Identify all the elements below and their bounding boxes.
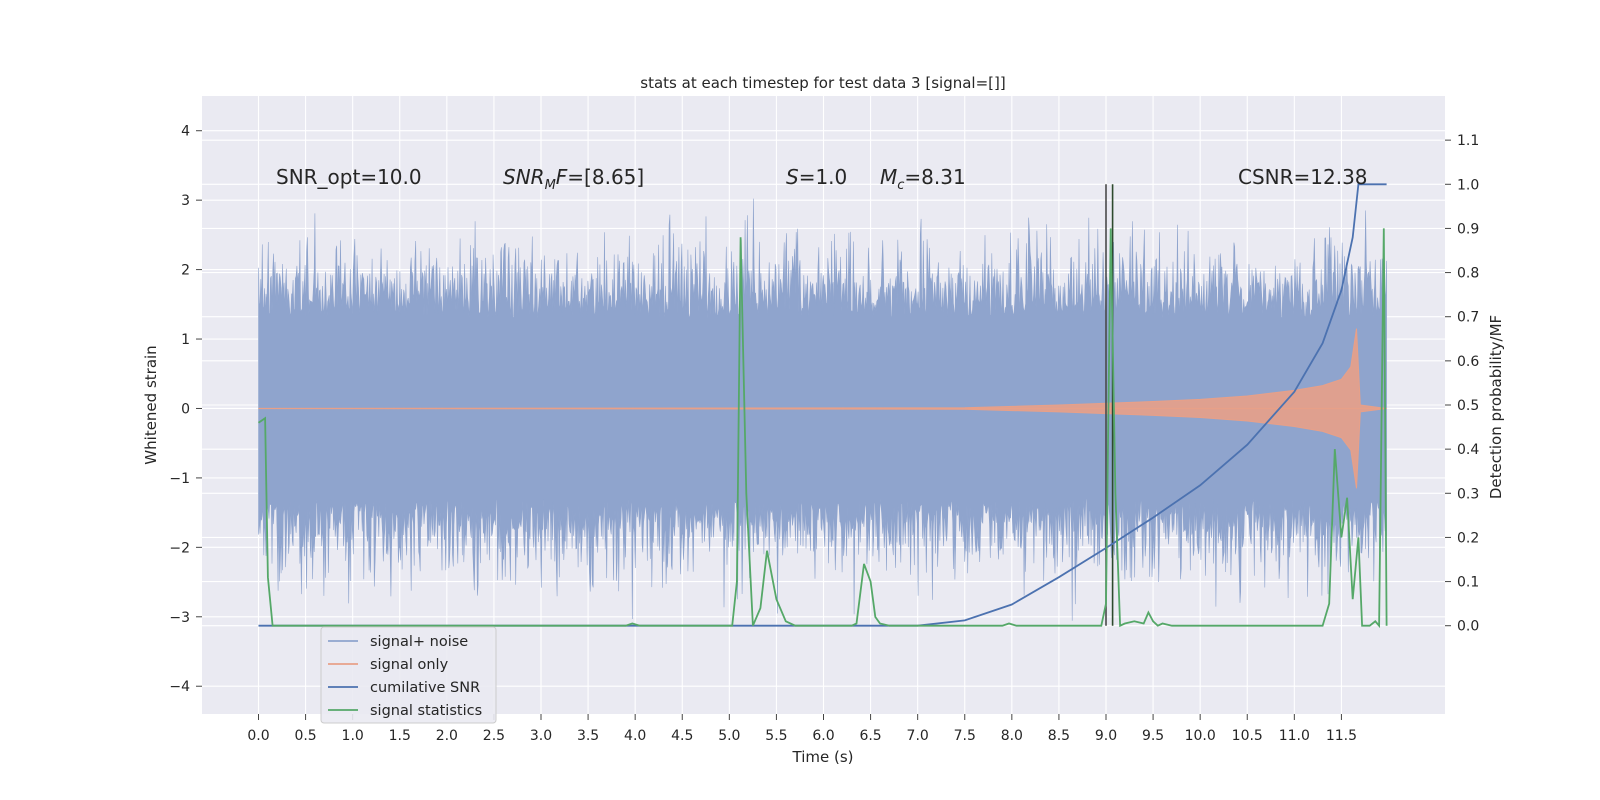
x-tick-label: 8.0 [1001, 728, 1023, 744]
x-tick-label: 10.5 [1232, 728, 1263, 744]
x-tick-label: 10.0 [1185, 728, 1216, 744]
x-tick-label: 8.5 [1048, 728, 1070, 744]
y-right-tick-label: 0.1 [1457, 575, 1479, 591]
annotation-mc-value: =8.31 [904, 165, 965, 189]
x-tick-label: 0.0 [247, 728, 269, 744]
x-tick-label: 4.0 [624, 728, 646, 744]
y-axis-left-ticks: 4 3 2 1 0 −1 −2 −3 −4 [169, 124, 202, 695]
x-tick-label: 9.5 [1142, 728, 1164, 744]
y-axis-right-label: Detection probability/MF [1487, 315, 1505, 499]
y-left-tick-label: 2 [181, 263, 190, 279]
cumulative-snr-line [258, 183, 1387, 627]
legend-label-cumulative-snr: cumilative SNR [370, 680, 480, 696]
x-tick-label: 9.0 [1095, 728, 1117, 744]
x-tick-label: 3.0 [530, 728, 552, 744]
x-tick-label: 3.5 [577, 728, 599, 744]
x-tick-label: 6.0 [812, 728, 834, 744]
y-right-tick-label: 0.9 [1457, 221, 1479, 237]
x-tick-label: 11.5 [1326, 728, 1357, 744]
y-left-tick-label: −2 [169, 540, 190, 556]
x-tick-label: 0.5 [294, 728, 316, 744]
y-right-tick-label: 0.3 [1457, 486, 1479, 502]
signal-only-series [258, 328, 1387, 489]
legend-label-signal-only: signal only [370, 657, 449, 673]
y-left-tick-label: 1 [181, 332, 190, 348]
y-right-tick-label: 0.8 [1457, 266, 1479, 282]
x-tick-label: 5.5 [765, 728, 787, 744]
annotation-snr-mf: SNRMF=[8.65] [503, 165, 644, 193]
legend-label-signal-statistics: signal statistics [370, 703, 482, 719]
x-tick-label: 11.0 [1279, 728, 1310, 744]
y-left-tick-label: 0 [181, 401, 190, 417]
legend: signal+ noise signal only cumilative SNR… [320, 626, 497, 724]
x-axis-label: Time (s) [792, 748, 854, 766]
y-left-tick-label: −1 [169, 471, 190, 487]
y-right-tick-label: 1.0 [1457, 177, 1479, 193]
x-tick-label: 7.0 [907, 728, 929, 744]
y-right-tick-label: 0.5 [1457, 398, 1479, 414]
y-left-tick-label: −3 [169, 610, 190, 626]
y-right-tick-label: 0.4 [1457, 442, 1479, 458]
y-right-tick-label: 0.0 [1457, 619, 1479, 635]
x-tick-label: 1.5 [389, 728, 411, 744]
y-right-tick-label: 0.2 [1457, 530, 1479, 546]
x-axis-ticks: 0.0 0.5 1.0 1.5 2.0 2.5 3.0 3.5 4.0 4.5 5.0 5.5 6.0 6… [247, 714, 1357, 744]
annotation-csnr: CSNR=12.38 [1238, 165, 1368, 189]
x-tick-label: 1.0 [342, 728, 364, 744]
x-tick-label: 2.0 [436, 728, 458, 744]
x-tick-label: 5.0 [718, 728, 740, 744]
x-tick-label: 6.5 [859, 728, 881, 744]
signal-statistics-line [257, 228, 1388, 629]
annotation-snr-mf-value: =[8.65] [567, 165, 644, 189]
annotation-s-value: =1.0 [799, 165, 848, 189]
x-tick-label: 7.5 [954, 728, 976, 744]
y-left-tick-label: 3 [181, 193, 190, 209]
cumulative-snr-series [258, 183, 1387, 627]
x-tick-label: 4.5 [671, 728, 693, 744]
y-axis-right-ticks: 1.1 1.0 0.9 0.8 0.7 0.6 0.5 0.4 0.3 0.2 0.1 0.0 [1445, 133, 1479, 635]
x-tick-label: 2.5 [483, 728, 505, 744]
y-left-tick-label: −4 [169, 679, 190, 695]
y-right-tick-label: 1.1 [1457, 133, 1479, 149]
signal-statistics-series [257, 228, 1388, 629]
y-left-tick-label: 4 [181, 124, 190, 140]
legend-label-signal-noise: signal+ noise [370, 634, 468, 650]
annotation-snr-opt: SNR_opt=10.0 [276, 165, 422, 189]
annotation-s: S=1.0 [786, 165, 847, 189]
chart-title: stats at each timestep for test data 3 [… [640, 74, 1005, 92]
y-right-tick-label: 0.7 [1457, 310, 1479, 326]
annotation-mc: Mc=8.31 [880, 165, 966, 193]
y-right-tick-label: 0.6 [1457, 354, 1479, 370]
y-axis-left-label: Whitened strain [142, 345, 160, 464]
legend-box [320, 626, 497, 724]
